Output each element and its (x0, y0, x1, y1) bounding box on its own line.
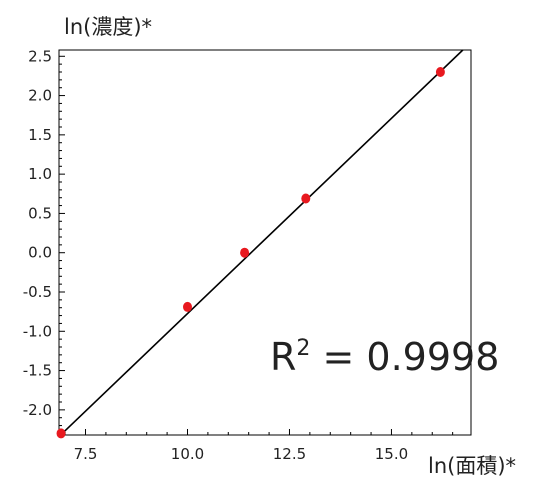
y-tick-label: 2.0 (28, 87, 52, 105)
regression-line (58, 49, 464, 438)
data-point (240, 247, 250, 258)
data-points (56, 67, 445, 439)
y-tick-label: 1.0 (28, 165, 52, 183)
r-squared-base: R (270, 335, 296, 379)
y-tick-label: -2.0 (23, 401, 52, 419)
data-point (435, 67, 445, 77)
x-tick-label: 7.5 (74, 445, 98, 463)
data-point (182, 301, 192, 312)
y-tick-label: -1.5 (23, 362, 52, 380)
x-tick-label: 12.5 (273, 445, 306, 463)
y-tick-label: -1.0 (23, 322, 52, 340)
y-tick-label: 0.0 (28, 244, 52, 262)
y-tick-label: 0.5 (28, 204, 52, 222)
r-squared-value: = 0.9998 (310, 335, 499, 379)
x-axis-title: ln(面積)* (428, 454, 516, 478)
data-point (301, 193, 311, 204)
y-tick-label: 1.5 (28, 126, 52, 144)
x-axis-ticks: 7.5 10.0 12.5 15.0 (64, 429, 454, 463)
y-axis-title: ln(濃度)* (64, 15, 152, 39)
x-tick-label: 15.0 (375, 445, 408, 463)
r-squared-annotation: R2 = 0.9998 (270, 335, 499, 379)
plot-frame (58, 49, 472, 436)
y-tick-label: -0.5 (23, 283, 52, 301)
r-squared-exponent: 2 (296, 336, 310, 361)
data-point (56, 428, 66, 439)
x-tick-label: 10.0 (171, 445, 204, 463)
y-axis-ticks: 2.5 2.0 1.5 1.0 0.5 0.0 -0.5 -1.0 -1.5 -2.0 (23, 47, 65, 434)
y-tick-label: 2.5 (28, 47, 52, 65)
